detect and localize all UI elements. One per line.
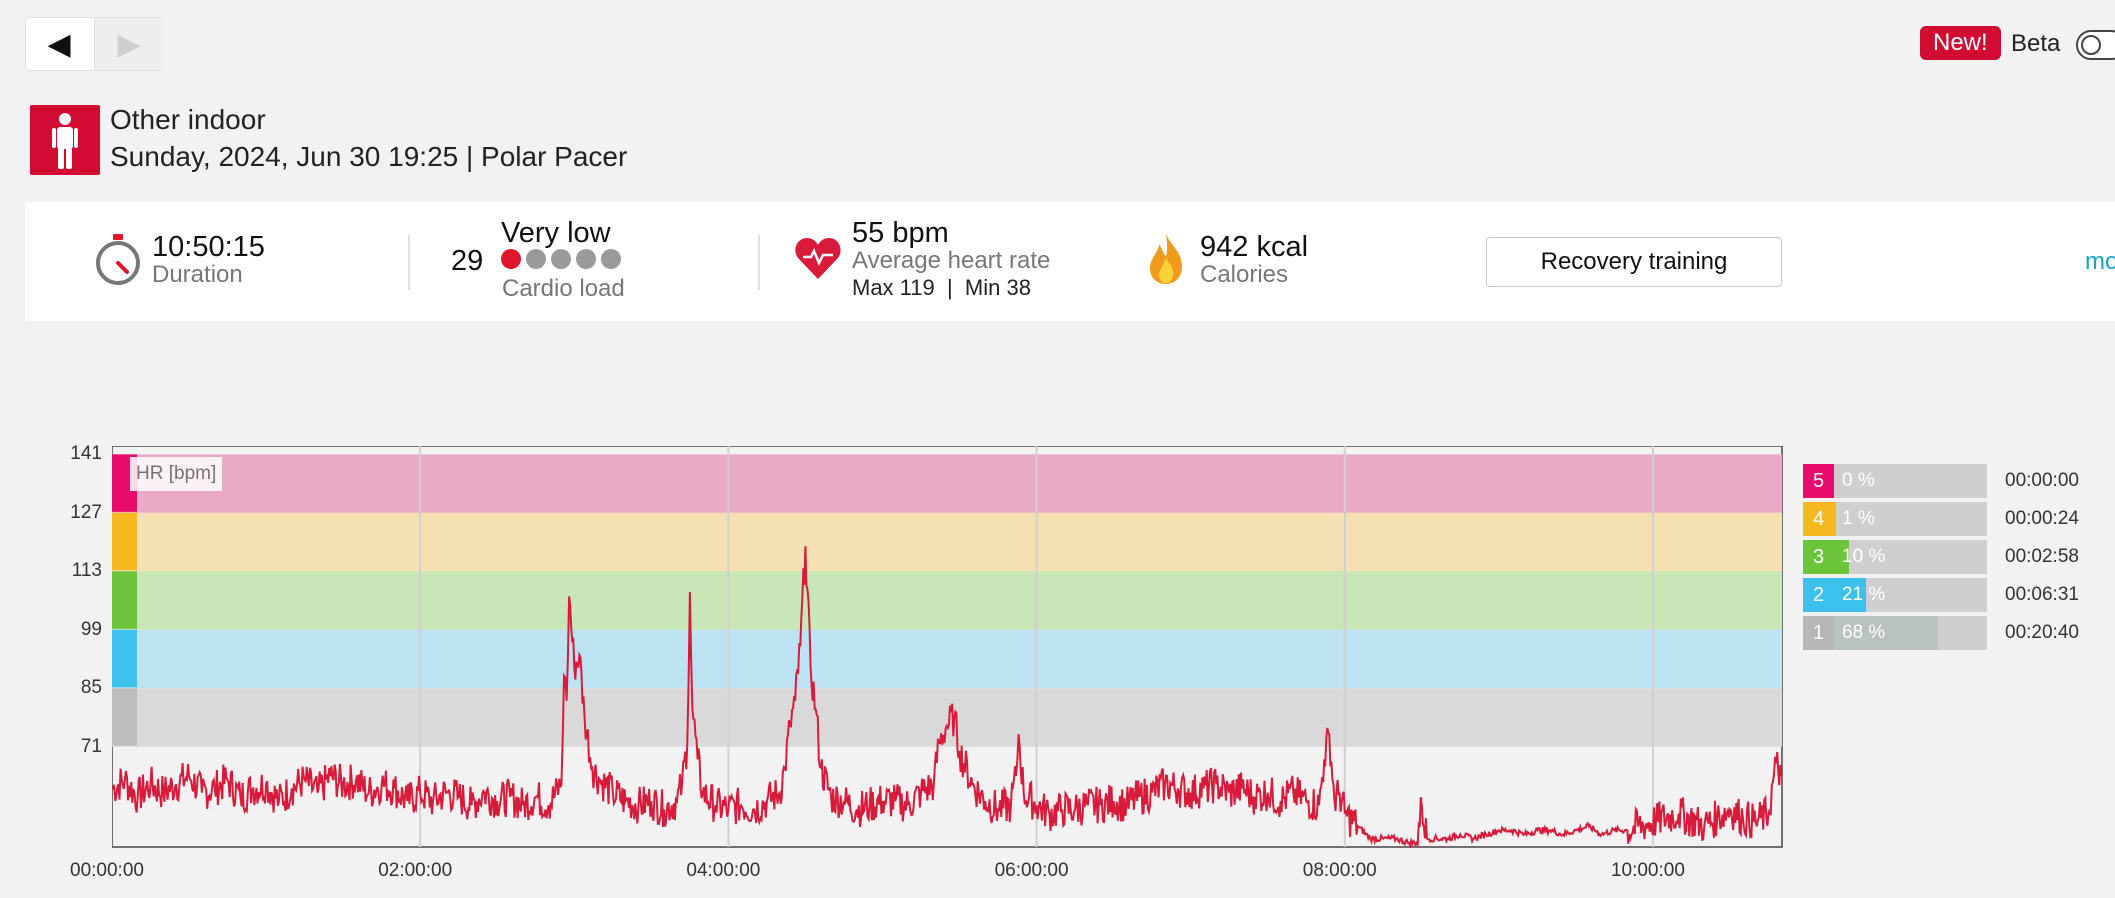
zone-bar-fill bbox=[1834, 540, 1850, 574]
avg-hr-value: 55 bpm bbox=[852, 217, 949, 249]
stopwatch-icon bbox=[96, 234, 140, 285]
cardio-dot bbox=[526, 249, 546, 269]
x-tick-label: 10:00:00 bbox=[1610, 860, 1685, 881]
zone-row-1[interactable]: 1 68 % bbox=[1803, 616, 1987, 650]
sport-icon bbox=[30, 105, 100, 175]
hr-max-min: Max 119 | Min 38 bbox=[852, 275, 1031, 300]
zone-number: 1 bbox=[1803, 616, 1834, 650]
y-tick-label: 71 bbox=[80, 735, 102, 757]
zone-color-block-3 bbox=[112, 571, 137, 629]
zone-number: 3 bbox=[1803, 540, 1834, 574]
duration-value: 10:50:15 bbox=[152, 231, 265, 263]
zone-time: 00:02:58 bbox=[2005, 546, 2079, 567]
zone-percent: 21 % bbox=[1842, 584, 1886, 605]
beta-toggle[interactable] bbox=[2076, 30, 2115, 60]
session-subtitle: Sunday, 2024, Jun 30 19:25 | Polar Pacer bbox=[110, 141, 628, 172]
zone-band-3 bbox=[112, 571, 1782, 630]
x-tick-label: 02:00:00 bbox=[378, 860, 453, 881]
cardio-dot bbox=[601, 249, 621, 269]
zone-band-4 bbox=[112, 512, 1782, 572]
cardio-dot bbox=[501, 249, 521, 269]
zone-row-5[interactable]: 5 0 % bbox=[1803, 464, 1987, 498]
divider bbox=[408, 235, 410, 290]
x-tick-label: 06:00:00 bbox=[994, 860, 1069, 881]
zone-band-5 bbox=[112, 454, 1782, 513]
zone-bar: 1 % bbox=[1834, 502, 1987, 536]
zone-bar-fill bbox=[1834, 616, 1939, 650]
toggle-knob bbox=[2081, 35, 2101, 55]
previous-button[interactable]: ◀ bbox=[47, 27, 71, 61]
hr-series-line bbox=[112, 546, 1783, 848]
zone-band-1 bbox=[112, 688, 1782, 747]
cardio-load-level: Very low bbox=[501, 217, 611, 249]
zone-number: 2 bbox=[1803, 578, 1834, 612]
divider bbox=[758, 235, 760, 290]
series-label: HR [bpm] bbox=[130, 457, 223, 491]
avg-hr-label: Average heart rate bbox=[852, 247, 1051, 274]
zone-percent: 1 % bbox=[1842, 508, 1875, 529]
y-tick-label: 99 bbox=[80, 618, 102, 640]
sport-name: Other indoor bbox=[110, 104, 266, 135]
zone-row-4[interactable]: 4 1 % bbox=[1803, 502, 1987, 536]
zone-number: 5 bbox=[1803, 464, 1834, 498]
zone-row-2[interactable]: 2 21 % bbox=[1803, 578, 1987, 612]
zone-time: 00:00:00 bbox=[2005, 470, 2079, 491]
zone-bar: 21 % bbox=[1834, 578, 1987, 612]
heart-icon bbox=[795, 238, 841, 279]
cardio-load-value: 29 bbox=[451, 245, 484, 277]
x-tick-label: 04:00:00 bbox=[686, 860, 761, 881]
cardio-dot bbox=[576, 249, 596, 269]
x-tick-label: 00:00:00 bbox=[70, 860, 144, 881]
y-tick-label: 141 bbox=[70, 443, 102, 465]
zone-number: 4 bbox=[1803, 502, 1834, 536]
zone-percent: 0 % bbox=[1842, 470, 1875, 491]
zone-color-block-1 bbox=[112, 688, 137, 746]
zone-bar: 68 % bbox=[1834, 616, 1987, 650]
zone-bar-fill bbox=[1834, 578, 1867, 612]
duration-label: Duration bbox=[152, 261, 243, 288]
calories-label: Calories bbox=[1200, 261, 1289, 288]
zone-time: 00:20:40 bbox=[2005, 622, 2079, 643]
x-tick-label: 08:00:00 bbox=[1302, 860, 1377, 881]
cardio-load-dots bbox=[501, 249, 626, 269]
more-link[interactable]: mo bbox=[2085, 248, 2115, 275]
y-tick-label: 127 bbox=[70, 501, 102, 523]
zone-percent: 68 % bbox=[1842, 622, 1886, 643]
cardio-dot bbox=[551, 249, 571, 269]
nav-buttons: ◀ ▶ bbox=[25, 17, 163, 71]
training-benefit-button[interactable]: Recovery training bbox=[1486, 237, 1782, 287]
calories-value: 942 kcal bbox=[1200, 231, 1309, 263]
y-tick-label: 113 bbox=[71, 560, 102, 582]
y-tick-label: 85 bbox=[80, 677, 102, 699]
zone-bar: 0 % bbox=[1834, 464, 1987, 498]
zone-time: 00:00:24 bbox=[2005, 508, 2079, 529]
zone-color-block-4 bbox=[112, 512, 137, 571]
new-badge: New! bbox=[1920, 26, 2001, 60]
zone-percent: 10 % bbox=[1842, 546, 1886, 567]
beta-label: Beta bbox=[2011, 30, 2061, 57]
zone-row-3[interactable]: 3 10 % bbox=[1803, 540, 1987, 574]
next-button[interactable]: ▶ bbox=[94, 18, 163, 70]
zone-color-block-2 bbox=[112, 629, 137, 688]
summary-panel: 10:50:15 Duration 29 Very low Cardio loa… bbox=[25, 202, 2115, 321]
cardio-load-label: Cardio load bbox=[502, 275, 625, 302]
flame-icon bbox=[1150, 234, 1182, 284]
zone-bar-fill bbox=[1834, 502, 1836, 536]
zone-band-2 bbox=[112, 629, 1782, 689]
zone-time: 00:06:31 bbox=[2005, 584, 2079, 605]
zone-bar: 10 % bbox=[1834, 540, 1987, 574]
hr-chart[interactable] bbox=[112, 446, 1783, 848]
person-icon bbox=[52, 113, 78, 169]
